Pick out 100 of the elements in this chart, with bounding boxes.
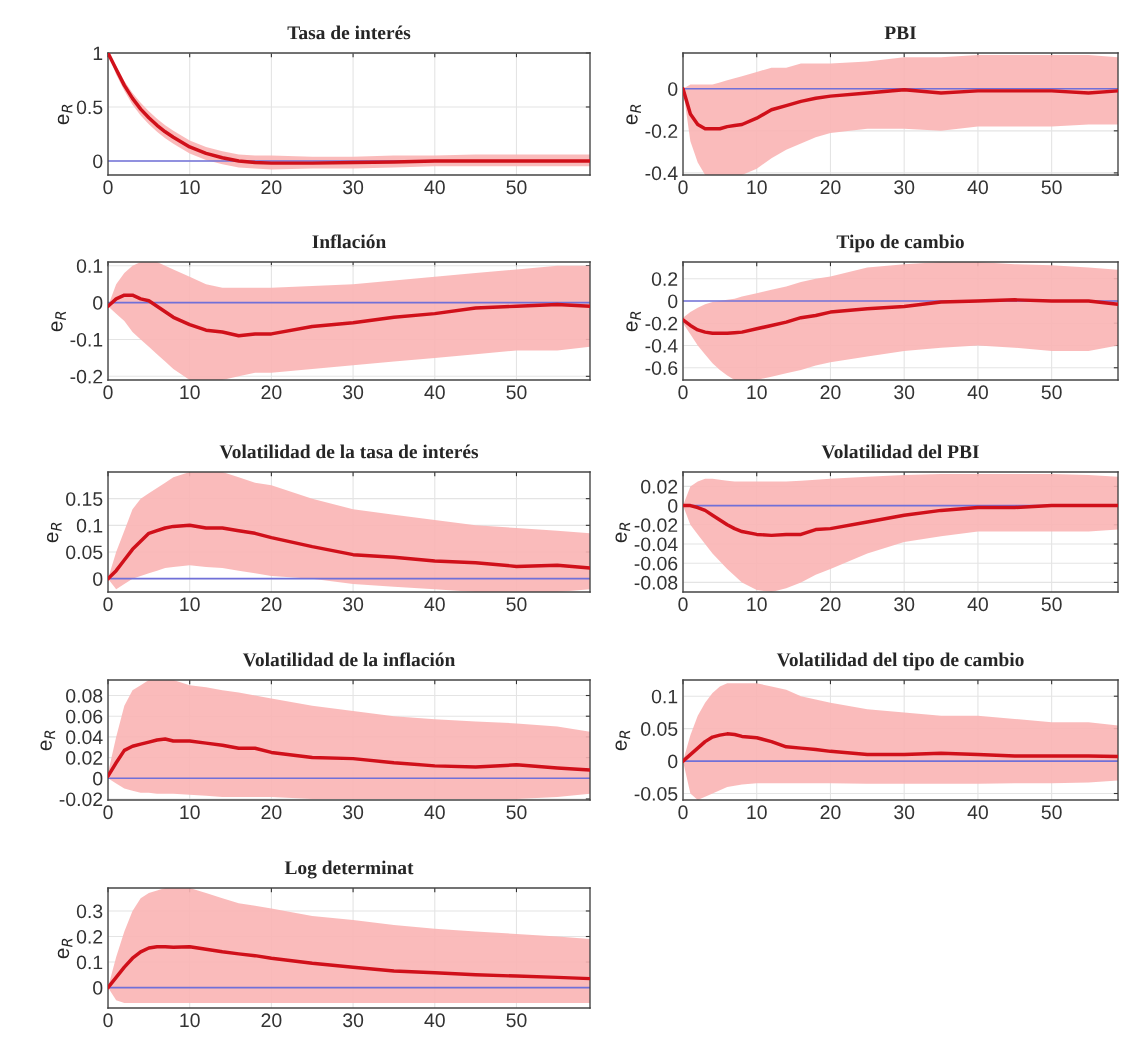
x-tick-label: 50 [506,597,527,612]
line-series [683,732,1118,763]
line-series [108,293,590,338]
line-series [683,87,1118,131]
y-tick-label: -0.4 [645,166,678,181]
y-tick-label: 0 [668,82,678,96]
chart-title: Volatilidad del tipo de cambio [776,652,1024,671]
x-tick-label: 30 [894,597,915,612]
y-tick-label: 0 [93,771,103,786]
y-tick-label: -0.02 [59,792,103,807]
y-tick-label: -0.04 [634,537,678,552]
x-tick-label: 10 [747,180,767,195]
x-tick-label: 30 [343,385,364,400]
x-tick-label: 0 [678,385,688,400]
y-axis-title: e$_{R}$ [626,311,641,332]
y-tick-label: -0.05 [634,786,678,801]
x-tick-label: 0 [103,1013,113,1028]
chart-title: Tasa de interés [287,25,411,40]
x-tick-label: 50 [1041,597,1062,612]
x-tick-label: 10 [180,385,200,400]
y-tick-label: -0.08 [634,575,678,590]
y-axis-title: e$_{R}$ [615,730,631,751]
y-tick-label: 0.05 [66,545,103,560]
y-tick-label: -0.2 [70,369,103,384]
y-tick-label: 0.1 [651,689,678,704]
y-tick-label: 0.08 [66,688,103,703]
y-tick-label: 0.15 [66,492,103,506]
x-tick-label: 30 [343,805,364,820]
y-tick-label: -0.2 [645,124,678,139]
x-tick-label: 50 [1041,180,1062,195]
x-tick-label: 40 [424,805,445,820]
x-tick-label: 10 [180,805,200,820]
x-tick-label: 40 [424,385,445,400]
x-tick-label: 30 [894,180,915,195]
x-tick-label: 10 [180,180,200,195]
y-axis-title: e$_{R}$ [57,104,73,125]
y-tick-label: 0.04 [66,730,103,745]
chart-title: Inflación [312,234,386,249]
y-axis-title: e$_{R}$ [46,522,62,543]
x-tick-label: 30 [343,1013,364,1028]
x-tick-label: 40 [967,597,988,612]
y-axis-title: e$_{R}$ [626,104,641,125]
x-tick-label: 0 [678,180,688,195]
x-tick-label: 50 [1041,385,1062,400]
x-tick-label: 20 [261,1013,282,1028]
x-tick-label: 0 [103,805,113,820]
x-tick-label: 40 [967,385,988,400]
y-tick-label: 0 [668,294,678,309]
y-tick-label: 0.02 [641,479,678,494]
x-tick-label: 40 [424,597,445,612]
y-tick-label: 0.2 [76,929,103,944]
x-tick-label: 50 [506,1013,527,1028]
x-tick-label: 20 [820,180,841,195]
x-tick-label: 20 [261,805,282,820]
y-tick-label: 0.1 [76,955,103,970]
y-tick-label: 0.1 [76,518,103,533]
x-tick-label: 30 [894,805,915,820]
x-tick-label: 0 [103,180,113,195]
x-tick-label: 20 [820,597,841,612]
x-tick-label: 40 [424,1013,445,1028]
x-tick-label: 0 [678,597,688,612]
x-tick-label: 40 [967,180,988,195]
y-tick-label: 0 [668,754,678,769]
y-tick-label: 0.2 [651,272,678,286]
x-tick-label: 30 [894,385,915,400]
y-tick-label: 0.3 [76,904,103,919]
y-tick-label: -0.1 [70,332,103,347]
y-axis-title: e$_{R}$ [40,730,56,751]
x-tick-label: 50 [506,385,527,400]
x-tick-label: 0 [103,385,113,400]
chart-title: Log determinat [284,860,414,879]
x-tick-label: 10 [747,385,767,400]
y-tick-label: 0.1 [76,259,103,273]
line-series [683,503,1118,538]
x-tick-label: 10 [747,597,767,612]
y-tick-label: 1 [93,46,103,61]
chart-title: Tipo de cambio [836,234,964,253]
chart-title: Volatilidad de la tasa de interés [219,444,479,459]
x-tick-label: 20 [820,385,841,400]
y-tick-label: 0.02 [66,751,103,765]
x-tick-label: 0 [103,597,113,612]
chart-title: Volatilidad del PBI [821,444,979,459]
x-tick-label: 50 [1041,805,1062,820]
y-tick-label: 0 [93,572,103,586]
y-axis-title: e$_{R}$ [57,938,73,959]
x-tick-label: 30 [343,180,364,195]
y-tick-label: 0 [668,499,678,513]
x-tick-label: 20 [261,597,282,612]
line-series [683,298,1118,335]
y-tick-label: -0.6 [645,361,678,375]
y-tick-label: 0 [93,154,103,169]
y-tick-label: 0.05 [641,722,678,736]
chart-title: PBI [884,26,917,40]
y-tick-label: -0.06 [634,556,678,571]
x-tick-label: 20 [820,805,841,820]
x-tick-label: 0 [678,805,688,820]
y-tick-label: -0.2 [645,316,678,331]
x-tick-label: 50 [506,805,527,820]
line-series [108,737,590,778]
y-tick-label: -0.02 [634,518,678,533]
